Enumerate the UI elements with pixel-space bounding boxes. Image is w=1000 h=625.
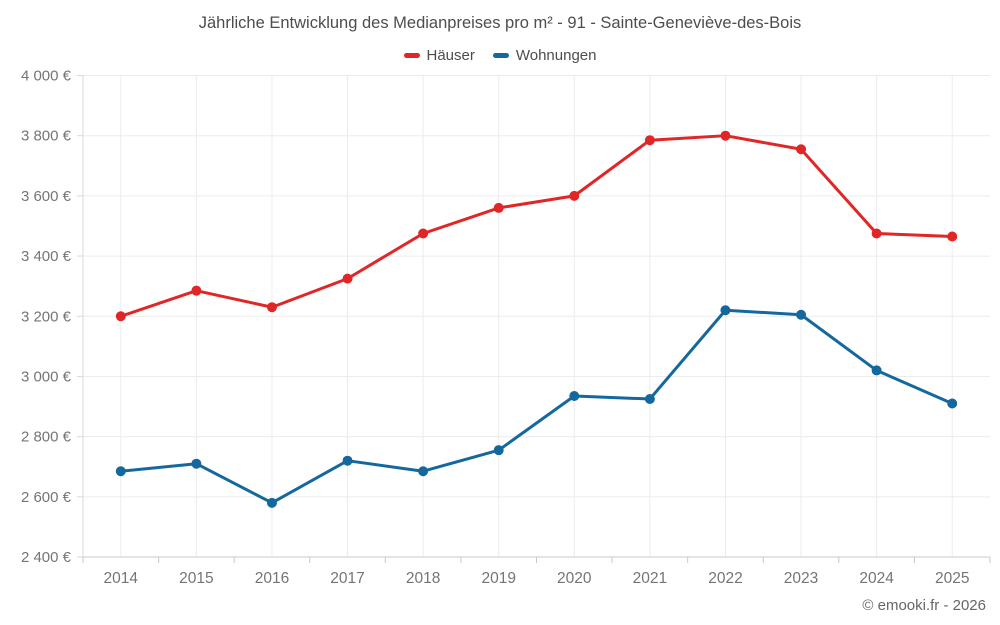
series-marker-huser[interactable] xyxy=(266,302,277,313)
series-marker-huser[interactable] xyxy=(115,311,126,322)
haeuser-series-swatch-icon xyxy=(403,53,420,58)
wohnungen-series-swatch-icon xyxy=(492,53,509,58)
series-marker-huser[interactable] xyxy=(191,285,202,296)
y-tick-label: 3 200 € xyxy=(21,308,72,325)
x-tick-label: 2020 xyxy=(557,570,592,587)
x-tick-label: 2018 xyxy=(406,570,440,587)
series-marker-wohnungen[interactable] xyxy=(720,305,731,316)
series-marker-huser[interactable] xyxy=(418,228,429,239)
legend: Häuser Wohnungen xyxy=(0,47,1000,64)
series-marker-wohnungen[interactable] xyxy=(569,390,580,401)
series-marker-wohnungen[interactable] xyxy=(266,497,277,508)
copyright: © emooki.fr - 2026 xyxy=(862,597,986,614)
series-marker-wohnungen[interactable] xyxy=(644,394,655,405)
series-marker-wohnungen[interactable] xyxy=(796,309,807,320)
x-tick-label: 2024 xyxy=(859,570,894,587)
y-tick-label: 2 400 € xyxy=(21,549,72,566)
series-marker-huser[interactable] xyxy=(796,144,807,155)
series-marker-wohnungen[interactable] xyxy=(191,458,202,469)
series-marker-wohnungen[interactable] xyxy=(342,455,353,466)
x-tick-label: 2016 xyxy=(255,570,289,587)
y-tick-label: 3 600 € xyxy=(21,188,72,205)
y-tick-label: 3 400 € xyxy=(21,248,72,265)
chart-title: Jährliche Entwicklung des Medianpreises … xyxy=(198,14,802,32)
series-marker-huser[interactable] xyxy=(342,273,353,284)
legend-item-wohnungen[interactable]: Wohnungen xyxy=(492,47,597,64)
series-marker-huser[interactable] xyxy=(644,135,655,146)
y-tick-label: 2 800 € xyxy=(21,429,72,446)
legend-item-haeuser[interactable]: Häuser xyxy=(403,47,475,64)
series-marker-huser[interactable] xyxy=(720,130,731,141)
series-marker-huser[interactable] xyxy=(871,228,882,239)
x-tick-label: 2014 xyxy=(104,570,139,587)
y-tick-label: 4 000 € xyxy=(21,68,72,85)
series-marker-huser[interactable] xyxy=(569,190,580,201)
x-tick-label: 2021 xyxy=(633,570,667,587)
series-marker-huser[interactable] xyxy=(493,202,504,213)
y-tick-label: 3 800 € xyxy=(21,128,72,145)
series-marker-huser[interactable] xyxy=(947,231,958,242)
series-marker-wohnungen[interactable] xyxy=(493,445,504,456)
series-marker-wohnungen[interactable] xyxy=(947,398,958,409)
series-line-huser xyxy=(119,134,954,318)
x-tick-label: 2022 xyxy=(708,570,742,587)
y-tick-label: 3 000 € xyxy=(21,368,72,385)
series-marker-wohnungen[interactable] xyxy=(871,365,882,376)
x-tick-label: 2015 xyxy=(179,570,213,587)
x-tick-label: 2017 xyxy=(330,570,364,587)
legend-label-wohnungen: Wohnungen xyxy=(515,47,597,64)
legend-label-haeuser: Häuser xyxy=(426,47,475,64)
series-marker-wohnungen[interactable] xyxy=(418,466,429,477)
series-line-wohnungen xyxy=(119,308,954,505)
y-tick-label: 2 600 € xyxy=(21,489,72,506)
x-tick-label: 2019 xyxy=(481,570,515,587)
x-tick-label: 2023 xyxy=(784,570,818,587)
x-tick-label: 2025 xyxy=(935,570,969,587)
series-marker-wohnungen[interactable] xyxy=(115,466,126,477)
